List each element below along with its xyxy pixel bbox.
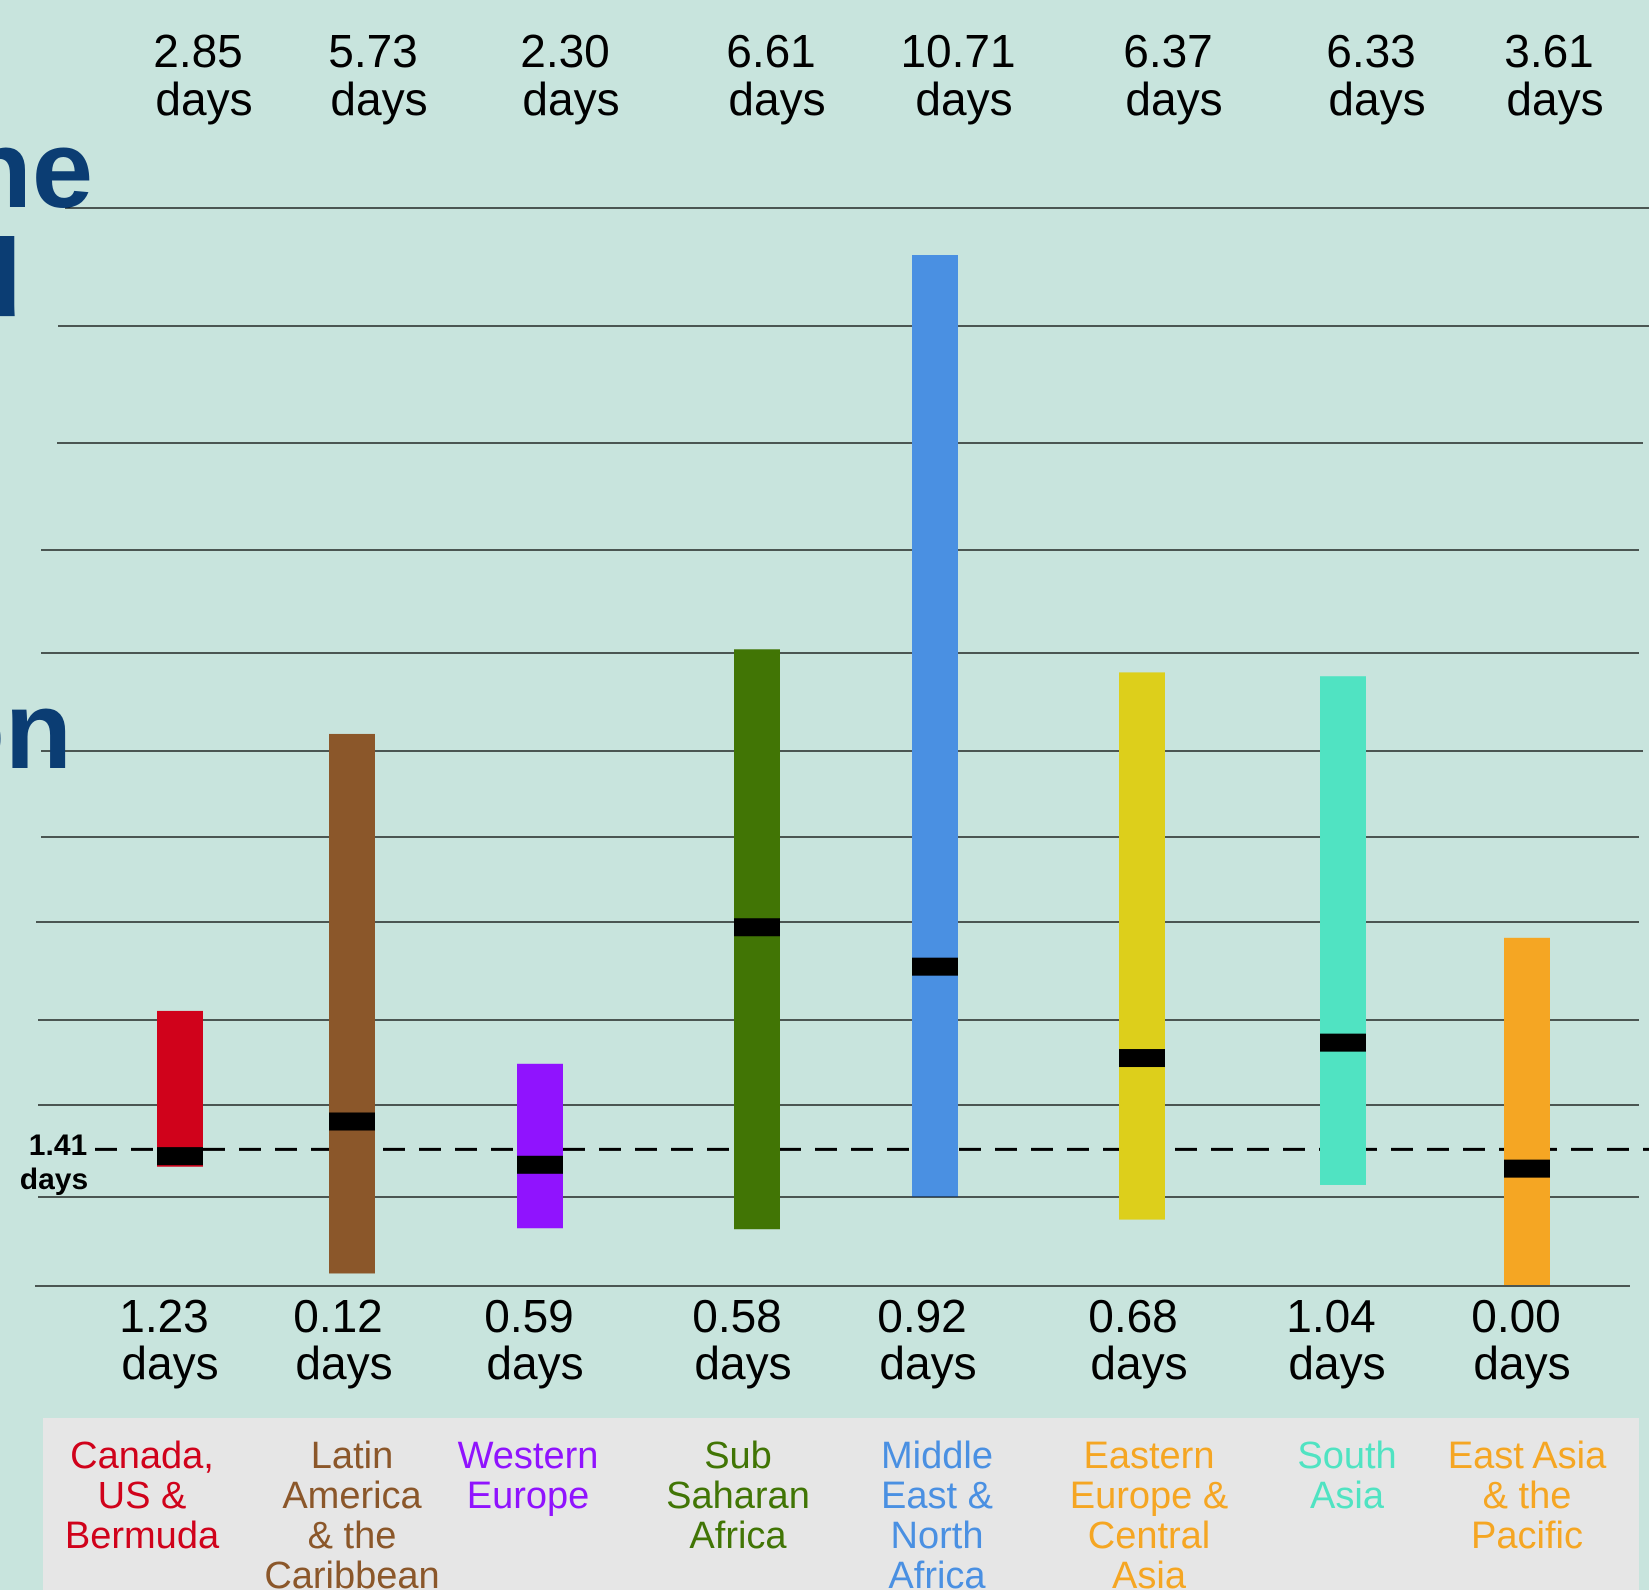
- max-value-label: 6.33: [1326, 25, 1416, 77]
- region-label-line: Caribbean: [264, 1555, 439, 1590]
- median-marker: [1504, 1159, 1550, 1178]
- max-value-label: 6.61: [726, 25, 816, 77]
- min-value-label: 1.23: [119, 1290, 209, 1342]
- range-bars: [157, 255, 1550, 1285]
- min-unit-label: days: [121, 1337, 218, 1389]
- min-unit-label: days: [486, 1337, 583, 1389]
- region-label-line: Canada,: [70, 1435, 214, 1477]
- region-label-line: Sub: [704, 1435, 772, 1477]
- region-label-line: & the: [308, 1515, 397, 1557]
- min-unit-label: days: [1288, 1337, 1385, 1389]
- min-unit-label: days: [1090, 1337, 1187, 1389]
- region-label-line: Europe &: [1070, 1475, 1228, 1517]
- min-unit-label: days: [879, 1337, 976, 1389]
- region-label-line: Western: [458, 1435, 599, 1477]
- max-unit-label: days: [1506, 73, 1603, 125]
- region-label-line: Africa: [888, 1555, 986, 1590]
- region-label-line: Pacific: [1471, 1515, 1583, 1557]
- median-marker: [517, 1155, 563, 1174]
- max-value-labels: 2.85days5.73days2.30days6.61days10.71day…: [153, 25, 1603, 125]
- median-marker: [329, 1112, 375, 1131]
- region-label-line: Eastern: [1084, 1435, 1215, 1477]
- min-value-label: 0.68: [1088, 1290, 1178, 1342]
- min-unit-label: days: [295, 1337, 392, 1389]
- min-value-label: 0.59: [484, 1290, 574, 1342]
- range-bar: [157, 1010, 203, 1167]
- max-value-label: 10.71: [900, 25, 1015, 77]
- range-bar: [912, 255, 958, 1197]
- region-label-line: Europe: [467, 1475, 590, 1517]
- min-unit-label: days: [694, 1337, 791, 1389]
- title-fragment-1: ne: [0, 108, 93, 231]
- region-label-line: Saharan: [666, 1475, 810, 1517]
- region-label-line: East &: [881, 1475, 993, 1517]
- max-value-label: 5.73: [328, 25, 418, 77]
- max-unit-label: days: [522, 73, 619, 125]
- min-value-labels: 1.23days0.12days0.59days0.58days0.92days…: [119, 1290, 1570, 1389]
- median-marker: [734, 918, 780, 937]
- range-bar: [1504, 937, 1550, 1285]
- min-value-label: 1.04: [1286, 1290, 1376, 1342]
- min-value-label: 0.58: [692, 1290, 782, 1342]
- region-label-line: East Asia: [1448, 1435, 1607, 1477]
- region-label-panel: [43, 1418, 1639, 1590]
- range-bar: [329, 733, 375, 1274]
- max-value-label: 3.61: [1504, 25, 1594, 77]
- region-label-line: America: [282, 1475, 422, 1517]
- max-unit-label: days: [1328, 73, 1425, 125]
- grid-lines: [35, 207, 1649, 1287]
- median-marker: [1119, 1049, 1165, 1068]
- max-unit-label: days: [330, 73, 427, 125]
- range-bar: [517, 1063, 563, 1229]
- title-fragment-2: d: [0, 217, 22, 340]
- reference-label-value: 1.41: [29, 1129, 87, 1162]
- range-bar: [1320, 676, 1366, 1185]
- title-fragment-3: on: [0, 669, 72, 792]
- region-label-line: Bermuda: [65, 1515, 220, 1557]
- region-label-line: & the: [1483, 1475, 1572, 1517]
- min-value-label: 0.92: [877, 1290, 967, 1342]
- region-label-line: Asia: [1310, 1475, 1385, 1517]
- max-unit-label: days: [915, 73, 1012, 125]
- region-label-line: Middle: [881, 1435, 993, 1477]
- region-label-line: North: [891, 1515, 984, 1557]
- range-bar: [1119, 672, 1165, 1220]
- region-label-line: US &: [98, 1475, 187, 1517]
- max-unit-label: days: [155, 73, 252, 125]
- region-label-line: Central: [1088, 1515, 1211, 1557]
- max-unit-label: days: [1125, 73, 1222, 125]
- region-label-line: South: [1297, 1435, 1396, 1477]
- max-unit-label: days: [728, 73, 825, 125]
- range-bar: [734, 649, 780, 1230]
- median-marker: [912, 957, 958, 976]
- max-value-label: 2.85: [153, 25, 243, 77]
- median-marker: [157, 1147, 203, 1166]
- min-value-label: 0.00: [1471, 1290, 1561, 1342]
- min-unit-label: days: [1473, 1337, 1570, 1389]
- reference-label-unit: days: [20, 1163, 88, 1196]
- median-marker: [1320, 1033, 1366, 1052]
- region-label-line: Asia: [1112, 1555, 1187, 1590]
- chart-title-fragments: ne d on: [0, 108, 93, 792]
- max-value-label: 2.30: [520, 25, 610, 77]
- max-value-label: 6.37: [1123, 25, 1213, 77]
- region-label-line: Africa: [689, 1515, 787, 1557]
- min-value-label: 0.12: [293, 1290, 383, 1342]
- reference-line-group: 1.41 days: [20, 1129, 1649, 1196]
- region-label-line: Latin: [311, 1435, 393, 1477]
